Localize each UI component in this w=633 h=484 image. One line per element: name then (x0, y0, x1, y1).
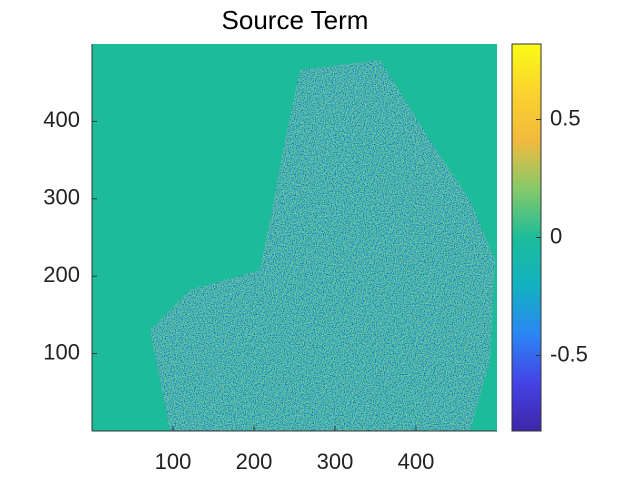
colorbar-tick-label: 0.5 (550, 105, 581, 130)
y-tick-label: 400 (43, 107, 80, 132)
y-tick-label: 100 (43, 339, 80, 364)
colorbar-tick-label: 0 (550, 223, 562, 248)
x-tick-label: 400 (398, 449, 435, 474)
chart-title: Source Term (222, 5, 369, 35)
colorbar-tick-label: -0.5 (550, 341, 588, 366)
x-tick-label: 100 (155, 449, 192, 474)
x-tick-label: 300 (317, 449, 354, 474)
x-tick-label: 200 (236, 449, 273, 474)
y-tick-label: 200 (43, 262, 80, 287)
y-tick-label: 300 (43, 185, 80, 210)
